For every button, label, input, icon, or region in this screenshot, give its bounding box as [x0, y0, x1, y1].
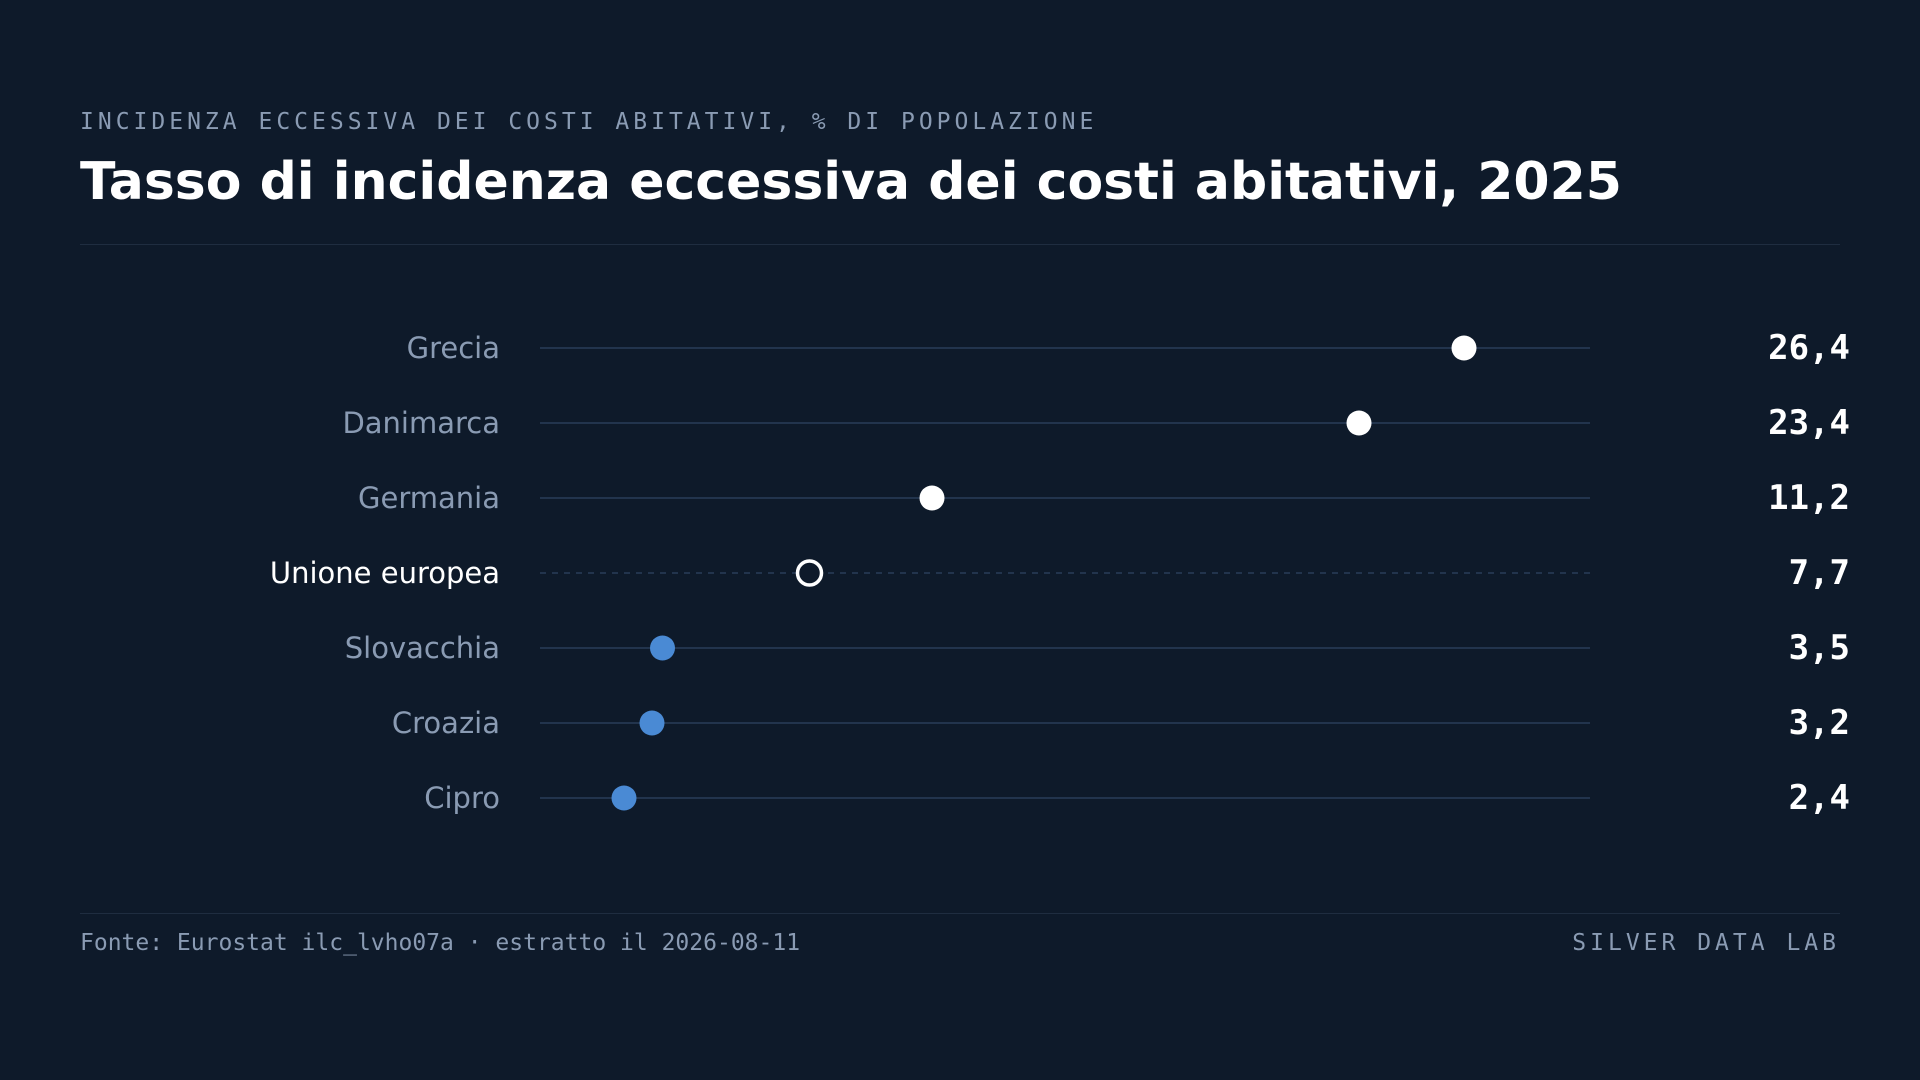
footer-divider	[80, 913, 1840, 914]
brand-label: SILVER DATA LAB	[1572, 930, 1840, 956]
data-dot	[1451, 335, 1477, 361]
data-dot	[650, 635, 675, 661]
data-dot	[639, 710, 665, 736]
category-label: Slovacchia	[345, 631, 500, 665]
chart-title: Tasso di incidenza eccessiva dei costi a…	[80, 152, 1622, 212]
data-dot	[1346, 410, 1372, 436]
value-label: 23,4	[1768, 403, 1850, 443]
category-label: Germania	[358, 481, 500, 515]
data-dot	[919, 485, 945, 511]
data-dot	[611, 785, 637, 811]
header-divider	[80, 244, 1840, 245]
category-label: Cipro	[424, 781, 500, 815]
value-label: 26,4	[1768, 328, 1850, 368]
category-label: Unione europea	[270, 556, 500, 590]
value-label: 11,2	[1768, 478, 1850, 518]
category-label: Danimarca	[342, 406, 500, 440]
value-label: 3,2	[1789, 703, 1850, 743]
source-note: Fonte: Eurostat ilc_lvho07a · estratto i…	[80, 930, 801, 956]
reference-dot	[795, 559, 824, 587]
value-label: 7,7	[1789, 553, 1850, 593]
category-label: Grecia	[407, 331, 500, 365]
chart-kicker: INCIDENZA ECCESSIVA DEI COSTI ABITATIVI,…	[80, 109, 1098, 135]
value-label: 2,4	[1789, 778, 1850, 818]
value-label: 3,5	[1789, 628, 1850, 668]
category-label: Croazia	[392, 706, 500, 740]
